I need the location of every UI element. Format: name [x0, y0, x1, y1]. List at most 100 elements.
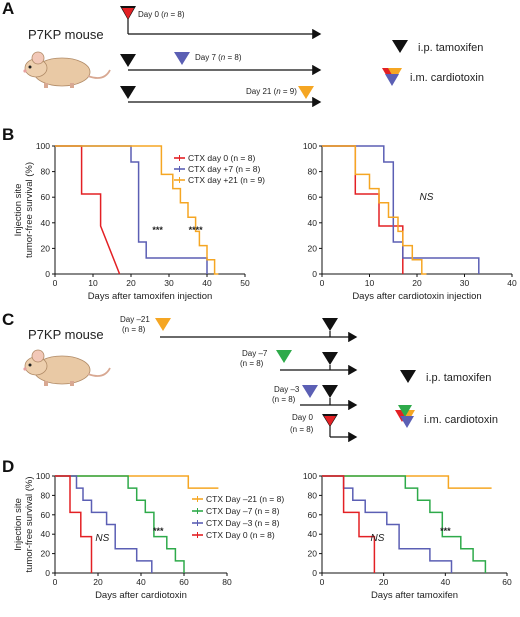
y-tick-label: 60 — [41, 192, 51, 202]
cardiotoxin-triangle-c2 — [276, 350, 292, 363]
y-tick-label: 40 — [308, 529, 318, 539]
day-label-a2: Day 7 (n = 8) — [195, 53, 242, 62]
y-tick-label: 100 — [303, 141, 317, 151]
y-tick-label: 20 — [41, 549, 51, 559]
day-label-c4: Day 0 — [292, 413, 313, 422]
survival-curve-orange — [55, 475, 219, 489]
legend-entry: CTX day +7 (n = 8) — [188, 164, 260, 174]
cardiotoxin-triangle-c3 — [302, 385, 318, 398]
y-tick-label: 60 — [308, 192, 318, 202]
y-tick-label: 40 — [41, 218, 51, 228]
legend-tamoxifen-icon-c — [400, 370, 416, 383]
y-tick-label: 0 — [45, 269, 50, 279]
survival-curve-red — [55, 475, 93, 573]
y-tick-label: 0 — [312, 269, 317, 279]
tamoxifen-triangle-a3 — [120, 86, 136, 99]
panel-c-schematic: P7KP mouse Day –21 (n = 8) Day –7 (n = 8… — [22, 315, 498, 443]
significance-annotation: *** — [152, 225, 163, 235]
y-tick-label: 100 — [303, 471, 317, 481]
survival-curve-red — [322, 145, 404, 274]
survival-curve-blue — [322, 475, 453, 573]
legend-entry: CTX day 0 (n = 8) — [188, 153, 255, 163]
legend-cardiotoxin-icon-a — [382, 68, 402, 86]
significance-annotation: NS — [95, 533, 109, 544]
y-axis-label: Injection sitetumor-free survival (%) — [13, 162, 35, 258]
legend-entry: CTX day +21 (n = 9) — [188, 175, 265, 185]
x-tick-label: 30 — [460, 278, 470, 288]
x-tick-label: 20 — [126, 278, 136, 288]
panel-c-mouse-label: P7KP mouse — [28, 327, 104, 342]
legend-entry: CTX Day 0 (n = 8) — [206, 530, 275, 540]
panel-letter-a: A — [2, 0, 14, 18]
survival-curve-orange — [322, 145, 427, 275]
significance-annotation: **** — [189, 225, 204, 235]
day-label-c3: Day –3 — [274, 385, 300, 394]
legend-tamoxifen-label-a: i.p. tamoxifen — [418, 42, 483, 54]
y-tick-label: 40 — [308, 218, 318, 228]
km-plot-b-right: 0 20 40 60 80 100 0 10 20 30 40 Days after cardioto… — [303, 141, 517, 302]
n-label-c2: (n = 8) — [240, 359, 264, 368]
significance-annotation: *** — [440, 526, 451, 536]
y-tick-label: 20 — [308, 549, 318, 559]
panel-letter-b: B — [2, 125, 14, 144]
x-tick-label: 30 — [164, 278, 174, 288]
x-tick-label: 80 — [222, 577, 232, 587]
survival-curve-red — [322, 475, 376, 573]
survival-curve-orange — [322, 475, 492, 489]
cardiotoxin-triangle-a1 — [122, 8, 134, 19]
x-tick-label: 50 — [240, 278, 250, 288]
legend-cardiotoxin-icon-c — [395, 405, 415, 428]
y-tick-label: 80 — [308, 167, 318, 177]
survival-curve-green — [55, 475, 185, 573]
y-axis-label: Injection sitetumor-free survival (%) — [13, 476, 35, 572]
km-plot-b-left: 0 20 40 60 80 100 0 10 20 30 40 50 Days after tamoxi… — [13, 141, 265, 302]
x-tick-label: 0 — [320, 278, 325, 288]
y-tick-label: 60 — [41, 510, 51, 520]
legend-entry: CTX Day –3 (n = 8) — [206, 518, 280, 528]
survival-curve-red — [55, 145, 121, 275]
panel-a-schematic: P7KP mouse Day 0 (n = 8) Day 7 (n = 8) D… — [22, 6, 484, 108]
x-axis-label: Days after cardiotoxin — [95, 590, 187, 601]
mouse-illustration-a — [22, 51, 111, 89]
x-axis-label: Days after cardiotoxin injection — [352, 291, 481, 302]
x-axis-label: Days after tamoxifen — [371, 590, 458, 601]
km-plot-d-right: 0 20 40 60 80 100 0 20 40 60 Days after tamoxifen N… — [303, 471, 512, 601]
x-tick-label: 10 — [365, 278, 375, 288]
x-axis-label: Days after tamoxifen injection — [88, 291, 213, 302]
x-tick-label: 40 — [136, 577, 146, 587]
tamoxifen-triangle-c1 — [322, 318, 338, 331]
legend-tamoxifen-icon-a — [392, 40, 408, 53]
panel-letter-c: C — [2, 310, 14, 329]
survival-curve-blue — [55, 475, 153, 573]
cardiotoxin-triangle-c1 — [155, 318, 171, 331]
day-label-c1: Day –21 — [120, 315, 150, 324]
x-tick-label: 20 — [412, 278, 422, 288]
cardiotoxin-triangle-a2 — [174, 52, 190, 65]
y-tick-label: 60 — [308, 510, 318, 520]
panel-a-mouse-label: P7KP mouse — [28, 27, 104, 42]
significance-annotation: NS — [371, 533, 385, 544]
day-label-a3: Day 21 (n = 9) — [246, 87, 297, 96]
x-tick-label: 0 — [320, 577, 325, 587]
day-label-a1: Day 0 (n = 8) — [138, 10, 185, 19]
x-tick-label: 0 — [53, 278, 58, 288]
km-plot-d-left: 0 20 40 60 80 100 0 20 40 60 80 Days after cardioto… — [13, 471, 284, 601]
survival-curve-blue — [322, 145, 480, 274]
y-tick-label: 100 — [36, 471, 50, 481]
tamoxifen-triangle-a2 — [120, 54, 136, 67]
n-label-c4: (n = 8) — [290, 425, 314, 434]
x-tick-label: 60 — [502, 577, 512, 587]
day-label-c2: Day –7 — [242, 349, 268, 358]
legend-entry: CTX Day –21 (n = 8) — [206, 494, 284, 504]
x-tick-label: 20 — [379, 577, 389, 587]
x-tick-label: 10 — [88, 278, 98, 288]
mouse-illustration-c — [22, 349, 111, 387]
survival-curve-blue — [55, 145, 208, 274]
y-tick-label: 0 — [312, 568, 317, 578]
x-tick-label: 40 — [202, 278, 212, 288]
x-tick-label: 20 — [93, 577, 103, 587]
legend-tamoxifen-label-c: i.p. tamoxifen — [426, 372, 491, 384]
x-tick-label: 40 — [507, 278, 517, 288]
cardiotoxin-triangle-a3 — [298, 86, 314, 99]
